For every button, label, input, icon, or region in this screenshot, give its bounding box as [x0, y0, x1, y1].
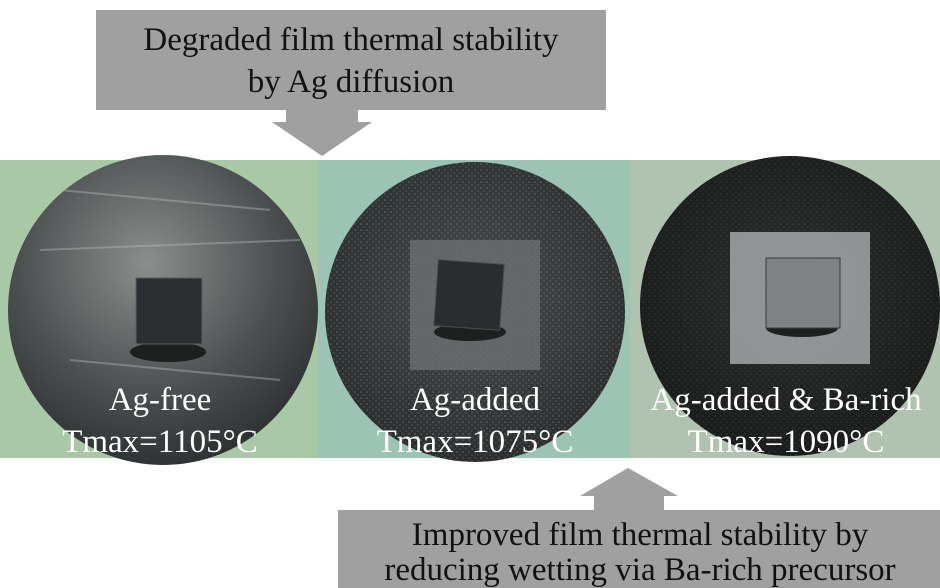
- panel-label: Ag-added: [410, 382, 541, 418]
- page: {"callouts": { "top": {"lines": ["Degrad…: [0, 0, 940, 588]
- sample-square: [434, 260, 504, 330]
- callout-text: Degraded film thermal stability: [143, 22, 559, 58]
- sample-square: [766, 258, 840, 328]
- panel-label: Ag-added & Ba-rich: [650, 382, 922, 418]
- sample-square: [136, 278, 202, 344]
- panel-label: Ag-free: [109, 382, 212, 418]
- callout-text: reducing wetting via Ba-rich precursor: [384, 552, 895, 588]
- photo-strip: Ag-free Tmax=1105°C Ag-added Tmax=1075°C…: [0, 155, 940, 465]
- bottom-callout: Improved film thermal stability by reduc…: [338, 468, 940, 588]
- panel-tmax: Tmax=1090°C: [688, 424, 885, 460]
- panel-tmax: Tmax=1105°C: [62, 424, 258, 460]
- callout-text: Improved film thermal stability by: [412, 517, 869, 553]
- sample-shadow: [130, 342, 206, 362]
- figure: Ag-free Tmax=1105°C Ag-added Tmax=1075°C…: [0, 0, 940, 588]
- top-callout: Degraded film thermal stability by Ag di…: [96, 10, 606, 156]
- callout-text: by Ag diffusion: [248, 64, 455, 100]
- panel-tmax: Tmax=1075°C: [377, 424, 574, 460]
